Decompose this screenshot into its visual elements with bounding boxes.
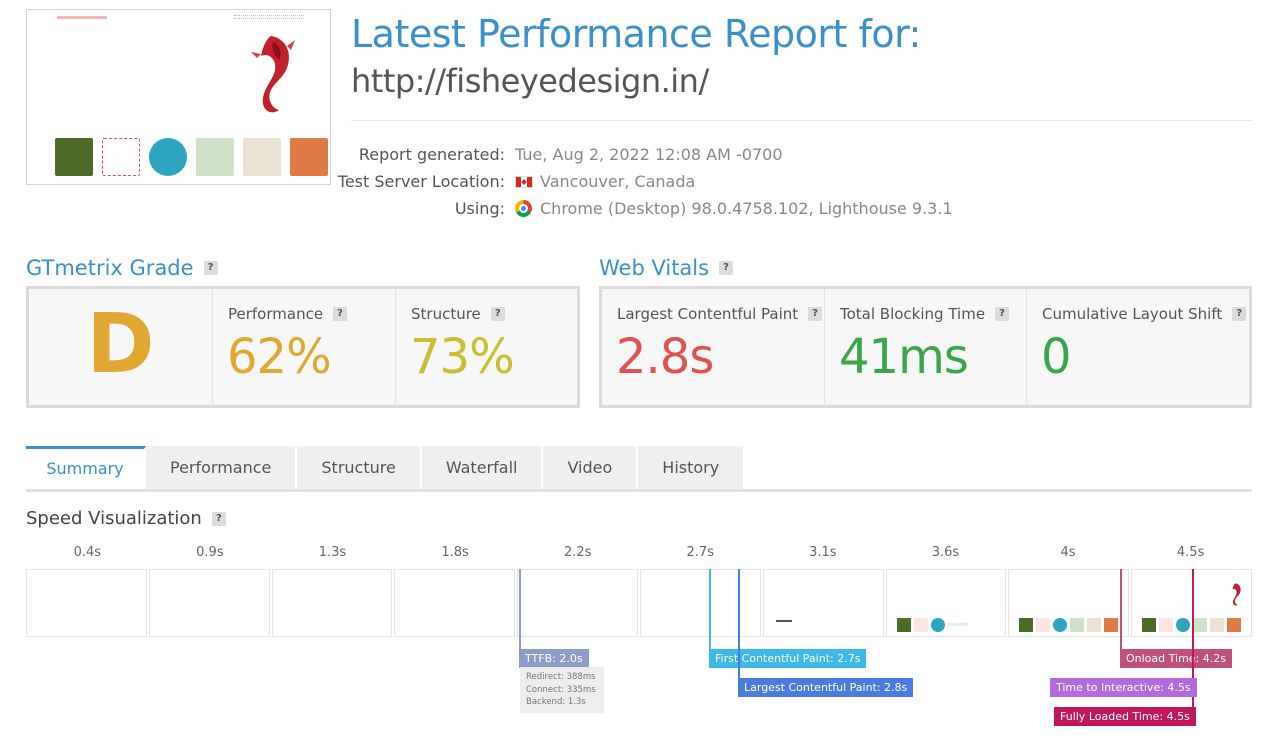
filmstrip — [26, 569, 1252, 637]
thumbnail-tile-collage — [290, 138, 328, 176]
ttfb-breakdown: Redirect: 388ms Connect: 335ms Backend: … — [520, 667, 604, 713]
report-generated-value: Tue, Aug 2, 2022 12:08 AM -0700 — [515, 145, 783, 164]
grade-letter: D — [86, 297, 155, 392]
lcp-cell: Largest Contentful Paint? 2.8s — [602, 289, 825, 405]
report-meta: Report generated: Tue, Aug 2, 2022 12:08… — [300, 141, 1000, 222]
cls-label: Cumulative Layout Shift — [1042, 305, 1223, 323]
filmstrip-frame[interactable] — [26, 569, 147, 637]
redirect-time: Redirect: 388ms — [526, 672, 596, 682]
thumbnail-logo — [57, 16, 107, 19]
server-location-label: Test Server Location: — [337, 172, 505, 191]
help-icon[interactable]: ? — [203, 261, 218, 275]
frame-time: 0.9s — [196, 545, 224, 560]
web-vitals-panel: Largest Contentful Paint? 2.8s Total Blo… — [599, 286, 1252, 408]
tti-marker: Time to Interactive: 4.5s — [1050, 678, 1197, 697]
fully-loaded-marker: Fully Loaded Time: 4.5s — [1054, 707, 1196, 726]
backend-time: Backend: 1.3s — [526, 697, 586, 707]
frame-time: 0.4s — [73, 545, 102, 560]
frame-time: 4.5s — [1176, 545, 1205, 560]
chrome-icon — [515, 200, 532, 217]
grade-panel: D Performance? 62% Structure? 73% — [26, 286, 580, 408]
thumbnail-tile-poster — [196, 138, 234, 176]
fully-loaded-marker-line — [1192, 569, 1194, 709]
report-generated-label: Report generated: — [358, 145, 505, 164]
performance-value: 62% — [227, 329, 332, 385]
divider — [351, 120, 1253, 121]
filmstrip-frame[interactable] — [762, 569, 884, 637]
lcp-marker-line — [738, 569, 740, 679]
onload-marker-line — [1120, 569, 1122, 649]
thumbnail-tile-eagle — [102, 138, 140, 176]
thumbnail-tile-emblem — [243, 138, 281, 176]
filmstrip-frame[interactable] — [271, 569, 393, 637]
help-icon[interactable]: ? — [490, 307, 505, 321]
tbt-cell: Total Blocking Time? 41ms — [825, 289, 1027, 405]
fcp-marker-line — [709, 569, 711, 649]
thumbnail-tile-bird — [55, 138, 93, 176]
onload-marker: Onload Time: 4.2s — [1120, 649, 1232, 668]
page-title: Latest Performance Report for: — [351, 12, 921, 56]
fcp-marker: First Contentful Paint: 2.7s — [709, 649, 867, 668]
speed-visualization-heading: Speed Visualization ? — [26, 508, 226, 529]
filmstrip-frame[interactable] — [517, 569, 638, 637]
frame-time: 3.1s — [809, 545, 837, 560]
structure-label: Structure — [411, 305, 481, 323]
performance-cell: Performance? 62% — [213, 289, 396, 405]
lcp-value: 2.8s — [616, 329, 714, 385]
frame-time: 1.3s — [318, 545, 347, 560]
performance-label: Performance — [228, 305, 324, 323]
canada-flag-icon — [515, 175, 533, 188]
koi-fish-illustration — [251, 36, 295, 113]
filmstrip-frame[interactable] — [148, 569, 270, 637]
using-label: Using: — [454, 199, 505, 218]
frame-time: 2.7s — [686, 545, 714, 560]
report-tabs: Summary Performance Structure Waterfall … — [26, 446, 1252, 492]
thumbnail-nav — [234, 15, 304, 19]
lcp-marker: Largest Contentful Paint: 2.8s — [738, 678, 914, 697]
frame-time: 4s — [1060, 545, 1076, 560]
ttfb-marker: TTFB: 2.0s — [519, 649, 589, 668]
frame-time: 3.6s — [931, 545, 960, 560]
cls-value: 0 — [1041, 329, 1072, 385]
speed-visualization-title: Speed Visualization — [26, 508, 202, 529]
page-screenshot-thumbnail[interactable] — [26, 9, 331, 185]
tab-video[interactable]: Video — [543, 446, 639, 489]
filmstrip-frame[interactable] — [639, 569, 761, 637]
frame-time: 1.8s — [441, 545, 469, 560]
gtmetrix-grade-title: GTmetrix Grade — [26, 256, 194, 280]
filmstrip-frame[interactable] — [885, 569, 1007, 637]
tbt-value: 41ms — [839, 329, 969, 385]
tab-waterfall[interactable]: Waterfall — [421, 446, 544, 489]
structure-cell: Structure? 73% — [396, 289, 577, 405]
filmstrip-frame[interactable] — [394, 569, 516, 637]
using-value: Chrome (Desktop) 98.0.4758.102, Lighthou… — [540, 199, 953, 218]
web-vitals-title: Web Vitals — [599, 256, 710, 280]
help-icon[interactable]: ? — [995, 307, 1010, 321]
connect-time: Connect: 335ms — [526, 684, 596, 695]
tab-performance[interactable]: Performance — [146, 446, 298, 489]
ttfb-marker-line — [519, 569, 521, 649]
filmstrip-frame[interactable] — [1008, 569, 1130, 637]
frame-timeline: 0.4s 0.9s 1.3s 1.8s 2.2s 2.7s 3.1s 3.6s … — [26, 545, 1252, 560]
server-location-value: Vancouver, Canada — [540, 172, 696, 191]
help-icon[interactable]: ? — [333, 307, 348, 321]
thumbnail-tile-badge — [149, 138, 187, 176]
gtmetrix-grade-heading: GTmetrix Grade ? — [26, 256, 218, 280]
grade-cell: D — [29, 289, 213, 405]
frame-time: 2.2s — [563, 545, 592, 560]
report-url[interactable]: http://fisheyedesign.in/ — [351, 62, 709, 100]
help-icon[interactable]: ? — [211, 511, 226, 526]
tab-structure[interactable]: Structure — [297, 446, 422, 489]
web-vitals-heading: Web Vitals ? — [599, 256, 734, 280]
help-icon[interactable]: ? — [1232, 307, 1247, 321]
cls-cell: Cumulative Layout Shift? 0 — [1027, 289, 1249, 405]
lcp-label: Largest Contentful Paint — [617, 305, 799, 323]
help-icon[interactable]: ? — [808, 307, 823, 321]
filmstrip-frame[interactable] — [1131, 569, 1252, 637]
tbt-label: Total Blocking Time — [840, 305, 986, 323]
structure-value: 73% — [410, 329, 515, 385]
help-icon[interactable]: ? — [719, 261, 734, 275]
tab-summary[interactable]: Summary — [26, 446, 146, 489]
tab-history[interactable]: History — [638, 446, 746, 489]
